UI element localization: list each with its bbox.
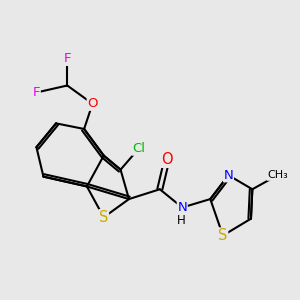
Text: N: N — [224, 169, 233, 182]
Text: Cl: Cl — [132, 142, 145, 155]
Text: S: S — [99, 210, 108, 225]
Text: F: F — [33, 86, 40, 99]
Text: H: H — [176, 214, 185, 226]
Text: S: S — [218, 228, 228, 243]
Text: O: O — [87, 97, 98, 110]
Text: N: N — [177, 201, 187, 214]
Text: F: F — [64, 52, 71, 65]
Text: CH₃: CH₃ — [267, 170, 288, 180]
Text: O: O — [161, 152, 172, 167]
